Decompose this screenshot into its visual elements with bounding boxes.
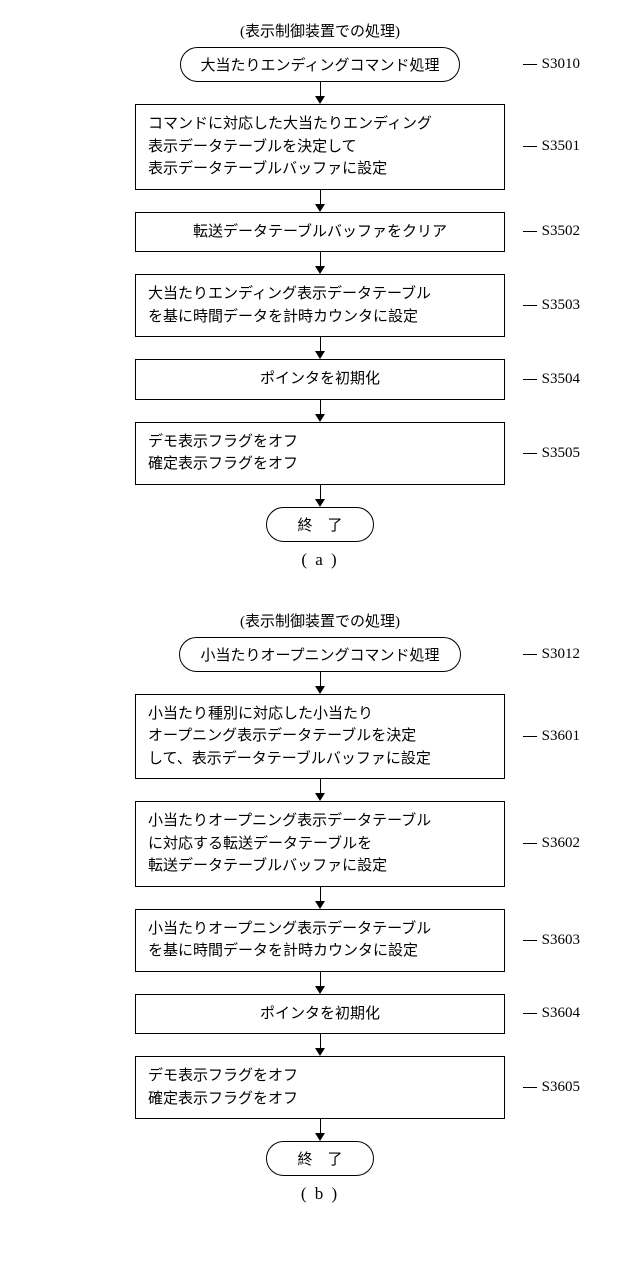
step-label-a-start: S3010	[523, 56, 580, 73]
arrow-icon	[315, 82, 325, 104]
caption-b: (表示制御装置での処理)	[240, 610, 400, 631]
arrow-icon	[315, 1034, 325, 1056]
step-label-b-3: S3604	[523, 1005, 580, 1022]
step-row-a-4: デモ表示フラグをオフ確定表示フラグをオフ S3505	[0, 422, 640, 485]
step-label-b-0: S3601	[523, 728, 580, 745]
flowchart-container: (表示制御装置での処理) 大当たりエンディングコマンド処理 S3010 コマンド…	[0, 20, 640, 1204]
caption-a: (表示制御装置での処理)	[240, 20, 400, 41]
start-terminal-b: 小当たりオープニングコマンド処理	[179, 637, 460, 672]
step-label-a-3: S3504	[523, 371, 580, 388]
arrow-icon	[315, 887, 325, 909]
arrow-icon	[315, 190, 325, 212]
step-row-b-4: デモ表示フラグをオフ確定表示フラグをオフ S3605	[0, 1056, 640, 1119]
step-row-a-0: コマンドに対応した大当たりエンディング表示データテーブルを決定して表示データテー…	[0, 104, 640, 190]
step-label-a-4: S3505	[523, 445, 580, 462]
step-row-a-3: ポインタを初期化 S3504	[0, 359, 640, 400]
arrow-icon	[315, 337, 325, 359]
flowchart-a: (表示制御装置での処理) 大当たりエンディングコマンド処理 S3010 コマンド…	[0, 20, 640, 570]
step-label-a-2: S3503	[523, 297, 580, 314]
end-terminal-a: 終 了	[266, 507, 373, 542]
process-a-0: コマンドに対応した大当たりエンディング表示データテーブルを決定して表示データテー…	[135, 104, 505, 190]
process-a-4: デモ表示フラグをオフ確定表示フラグをオフ	[135, 422, 505, 485]
step-label-a-1: S3502	[523, 223, 580, 240]
process-a-3: ポインタを初期化	[135, 359, 505, 400]
start-row-a: 大当たりエンディングコマンド処理 S3010	[0, 47, 640, 82]
start-terminal-a: 大当たりエンディングコマンド処理	[180, 47, 461, 82]
step-label-b-4: S3605	[523, 1079, 580, 1096]
step-row-a-2: 大当たりエンディング表示データテーブルを基に時間データを計時カウンタに設定 S3…	[0, 274, 640, 337]
end-terminal-b: 終 了	[266, 1141, 373, 1176]
process-b-0: 小当たり種別に対応した小当たりオープニング表示データテーブルを決定して、表示デー…	[135, 694, 505, 780]
arrow-icon	[315, 1119, 325, 1141]
process-b-2: 小当たりオープニング表示データテーブルを基に時間データを計時カウンタに設定	[135, 909, 505, 972]
step-label-a-0: S3501	[523, 138, 580, 155]
arrow-icon	[315, 252, 325, 274]
step-label-b-1: S3602	[523, 835, 580, 852]
arrow-icon	[315, 400, 325, 422]
step-row-b-1: 小当たりオープニング表示データテーブルに対応する転送データテーブルを転送データテ…	[0, 801, 640, 887]
process-a-2: 大当たりエンディング表示データテーブルを基に時間データを計時カウンタに設定	[135, 274, 505, 337]
arrow-icon	[315, 672, 325, 694]
step-row-b-2: 小当たりオープニング表示データテーブルを基に時間データを計時カウンタに設定 S3…	[0, 909, 640, 972]
sublabel-a: ( a )	[301, 550, 338, 570]
flowchart-b: (表示制御装置での処理) 小当たりオープニングコマンド処理 S3012 小当たり…	[0, 610, 640, 1205]
step-row-a-1: 転送データテーブルバッファをクリア S3502	[0, 212, 640, 253]
start-row-b: 小当たりオープニングコマンド処理 S3012	[0, 637, 640, 672]
step-row-b-3: ポインタを初期化 S3604	[0, 994, 640, 1035]
process-b-1: 小当たりオープニング表示データテーブルに対応する転送データテーブルを転送データテ…	[135, 801, 505, 887]
process-b-4: デモ表示フラグをオフ確定表示フラグをオフ	[135, 1056, 505, 1119]
sublabel-b: ( b )	[301, 1184, 339, 1204]
step-label-b-start: S3012	[523, 646, 580, 663]
process-b-3: ポインタを初期化	[135, 994, 505, 1035]
arrow-icon	[315, 972, 325, 994]
step-row-b-0: 小当たり種別に対応した小当たりオープニング表示データテーブルを決定して、表示デー…	[0, 694, 640, 780]
arrow-icon	[315, 485, 325, 507]
step-label-b-2: S3603	[523, 932, 580, 949]
process-a-1: 転送データテーブルバッファをクリア	[135, 212, 505, 253]
arrow-icon	[315, 779, 325, 801]
